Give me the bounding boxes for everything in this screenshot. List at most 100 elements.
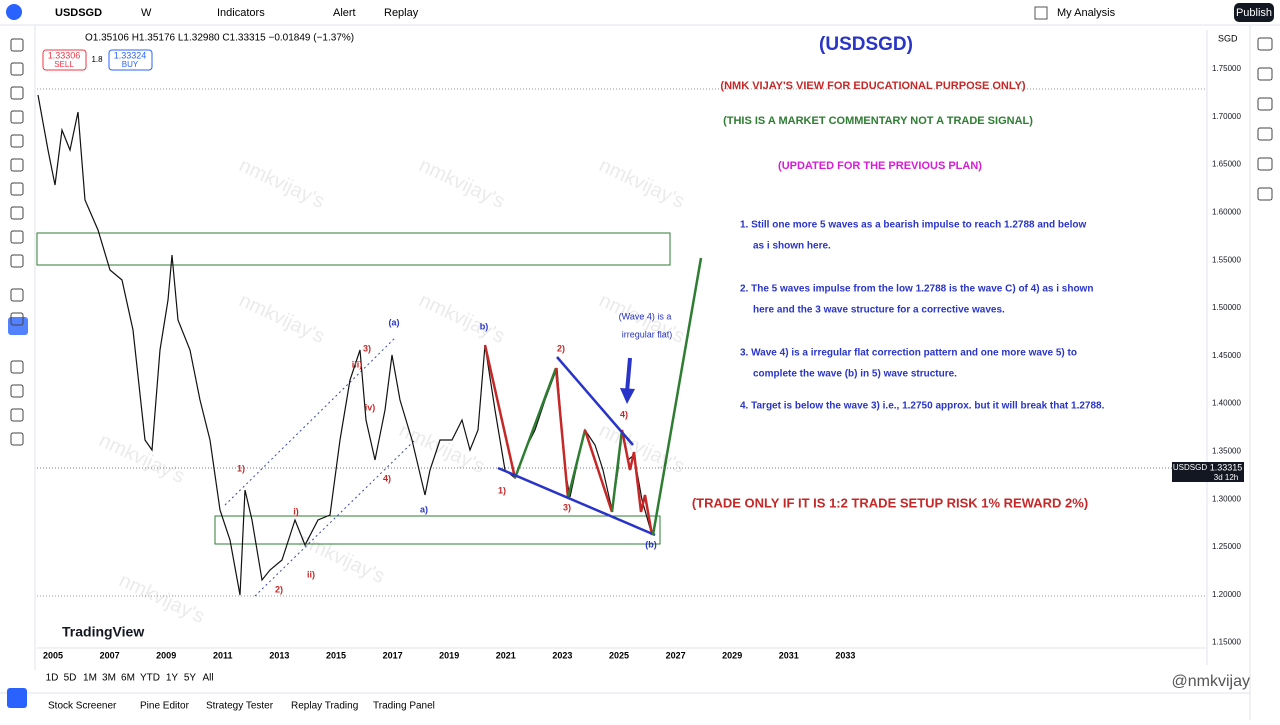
sell-button[interactable] <box>42 49 87 71</box>
price-series <box>37 94 653 596</box>
timeframe[interactable]: 6M <box>121 673 135 684</box>
tool-icon[interactable] <box>10 134 24 148</box>
time-tick-label: 2011 <box>213 650 233 660</box>
tool-icon[interactable] <box>10 110 24 124</box>
publish-button[interactable] <box>1234 3 1274 22</box>
commentary-line: as i shown here. <box>753 241 831 252</box>
wave-label: 3) <box>363 343 371 353</box>
commentary-line: 3. Wave 4) is a irregular flat correctio… <box>740 348 1077 359</box>
branding: TradingView <box>62 624 144 640</box>
timeframe[interactable]: 5D <box>64 673 77 684</box>
sell-label[interactable]: SELL <box>54 60 74 69</box>
publish-label[interactable]: Publish <box>1236 7 1272 19</box>
wave-line <box>583 429 614 513</box>
symbol[interactable]: USDSGD <box>55 7 102 19</box>
tool-icon[interactable] <box>10 86 24 100</box>
bottom-tab[interactable]: Trading Panel <box>373 701 435 712</box>
buy-price[interactable]: 1.33324 <box>114 50 147 60</box>
indicators[interactable]: Indicators <box>217 7 265 19</box>
tool-icon[interactable] <box>10 230 24 244</box>
price-tick-label: 1.45000 <box>1212 351 1241 360</box>
side-icon[interactable] <box>1257 127 1273 141</box>
wave-line <box>513 367 558 479</box>
replay[interactable]: Replay <box>384 7 419 19</box>
tool-icon[interactable] <box>10 182 24 196</box>
commentary-line: complete the wave (b) in 5) wave structu… <box>753 369 957 380</box>
wave-label: 4) <box>620 409 628 419</box>
price-tick-label: 1.20000 <box>1212 590 1241 599</box>
tool-icon[interactable] <box>10 158 24 172</box>
currency: SGD <box>1218 33 1238 43</box>
side-icon[interactable] <box>1257 157 1273 171</box>
tool-icon[interactable] <box>10 384 24 398</box>
time-tick-label: 2025 <box>609 650 629 660</box>
bottom-tab[interactable]: Strategy Tester <box>206 701 274 712</box>
timeframe[interactable]: 5Y <box>184 673 197 684</box>
time-tick-label: 2019 <box>439 650 459 660</box>
price-tick-label: 1.35000 <box>1212 447 1241 456</box>
timeframe[interactable]: 1Y <box>166 673 179 684</box>
tool-icon[interactable] <box>10 254 24 268</box>
screener-icon[interactable] <box>7 688 27 708</box>
time-tick-label: 2009 <box>156 650 176 660</box>
ohlc: O1.35106 H1.35176 L1.32980 C1.33315 −0.0… <box>85 33 354 44</box>
tool-icon[interactable] <box>10 432 24 446</box>
buy-label[interactable]: BUY <box>122 60 139 69</box>
wave-label: a) <box>420 504 428 514</box>
zone-box <box>36 232 671 266</box>
commentary-line: 1. Still one more 5 waves as a bearish i… <box>740 220 1086 231</box>
bottom-tab[interactable]: Pine Editor <box>140 701 190 712</box>
time-tick-label: 2013 <box>269 650 289 660</box>
timeframe[interactable]: 1M <box>83 673 97 684</box>
countdown: 3d 12h <box>1214 473 1238 482</box>
checkbox[interactable] <box>1034 6 1048 20</box>
avatar[interactable] <box>6 4 22 20</box>
price-tick-label: 1.70000 <box>1212 112 1241 121</box>
side-icon[interactable] <box>1257 37 1273 51</box>
time-tick-label: 2023 <box>552 650 572 660</box>
zone-box <box>214 515 661 545</box>
price-tick-label: 1.30000 <box>1212 494 1241 503</box>
buy-button[interactable] <box>108 49 153 71</box>
sell-price[interactable]: 1.33306 <box>48 50 81 60</box>
timeframe[interactable]: All <box>202 673 213 684</box>
handle: @nmkvijay <box>1172 673 1250 690</box>
projection-line <box>651 257 703 536</box>
wave-label: 1) <box>498 485 506 495</box>
side-icon[interactable] <box>1257 67 1273 81</box>
commentary-line: 2. The 5 waves impulse from the low 1.27… <box>740 284 1093 295</box>
time-tick-label: 2021 <box>496 650 516 660</box>
arrow-head <box>620 388 635 404</box>
wave4-note: (Wave 4) is a <box>619 311 672 321</box>
price-label-bg <box>1172 462 1244 482</box>
wave-label: iii) <box>352 359 363 369</box>
bottom-tab[interactable]: Stock Screener <box>48 701 117 712</box>
current-symbol: USDSGD <box>1173 463 1207 472</box>
spread: 1.8 <box>91 55 103 64</box>
interval[interactable]: W <box>141 7 152 19</box>
bottom-tab[interactable]: Replay Trading <box>291 701 358 712</box>
layout-name[interactable]: My Analysis <box>1057 7 1116 19</box>
time-tick-label: 2017 <box>383 650 403 660</box>
tool-icon[interactable] <box>10 62 24 76</box>
wave-line <box>566 429 587 499</box>
tool-icon[interactable] <box>10 360 24 374</box>
wave-label: iv) <box>365 402 376 412</box>
tool-icon[interactable] <box>10 38 24 52</box>
tool-icon[interactable] <box>10 288 24 302</box>
tool-icon[interactable] <box>10 336 24 350</box>
timeframe[interactable]: 1D <box>46 673 59 684</box>
wave-label: 3) <box>563 502 571 512</box>
timeframe[interactable]: YTD <box>140 673 160 684</box>
alert[interactable]: Alert <box>333 7 356 19</box>
tool-icon[interactable] <box>10 206 24 220</box>
side-icon[interactable] <box>1257 187 1273 201</box>
disclaimer: (NMK VIJAY'S VIEW FOR EDUCATIONAL PURPOS… <box>720 80 1025 92</box>
timeframe[interactable]: 3M <box>102 673 116 684</box>
tool-icon[interactable] <box>10 312 24 326</box>
side-icon[interactable] <box>1257 97 1273 111</box>
updated: (UPDATED FOR THE PREVIOUS PLAN) <box>778 160 982 172</box>
tool-icon[interactable] <box>10 408 24 422</box>
